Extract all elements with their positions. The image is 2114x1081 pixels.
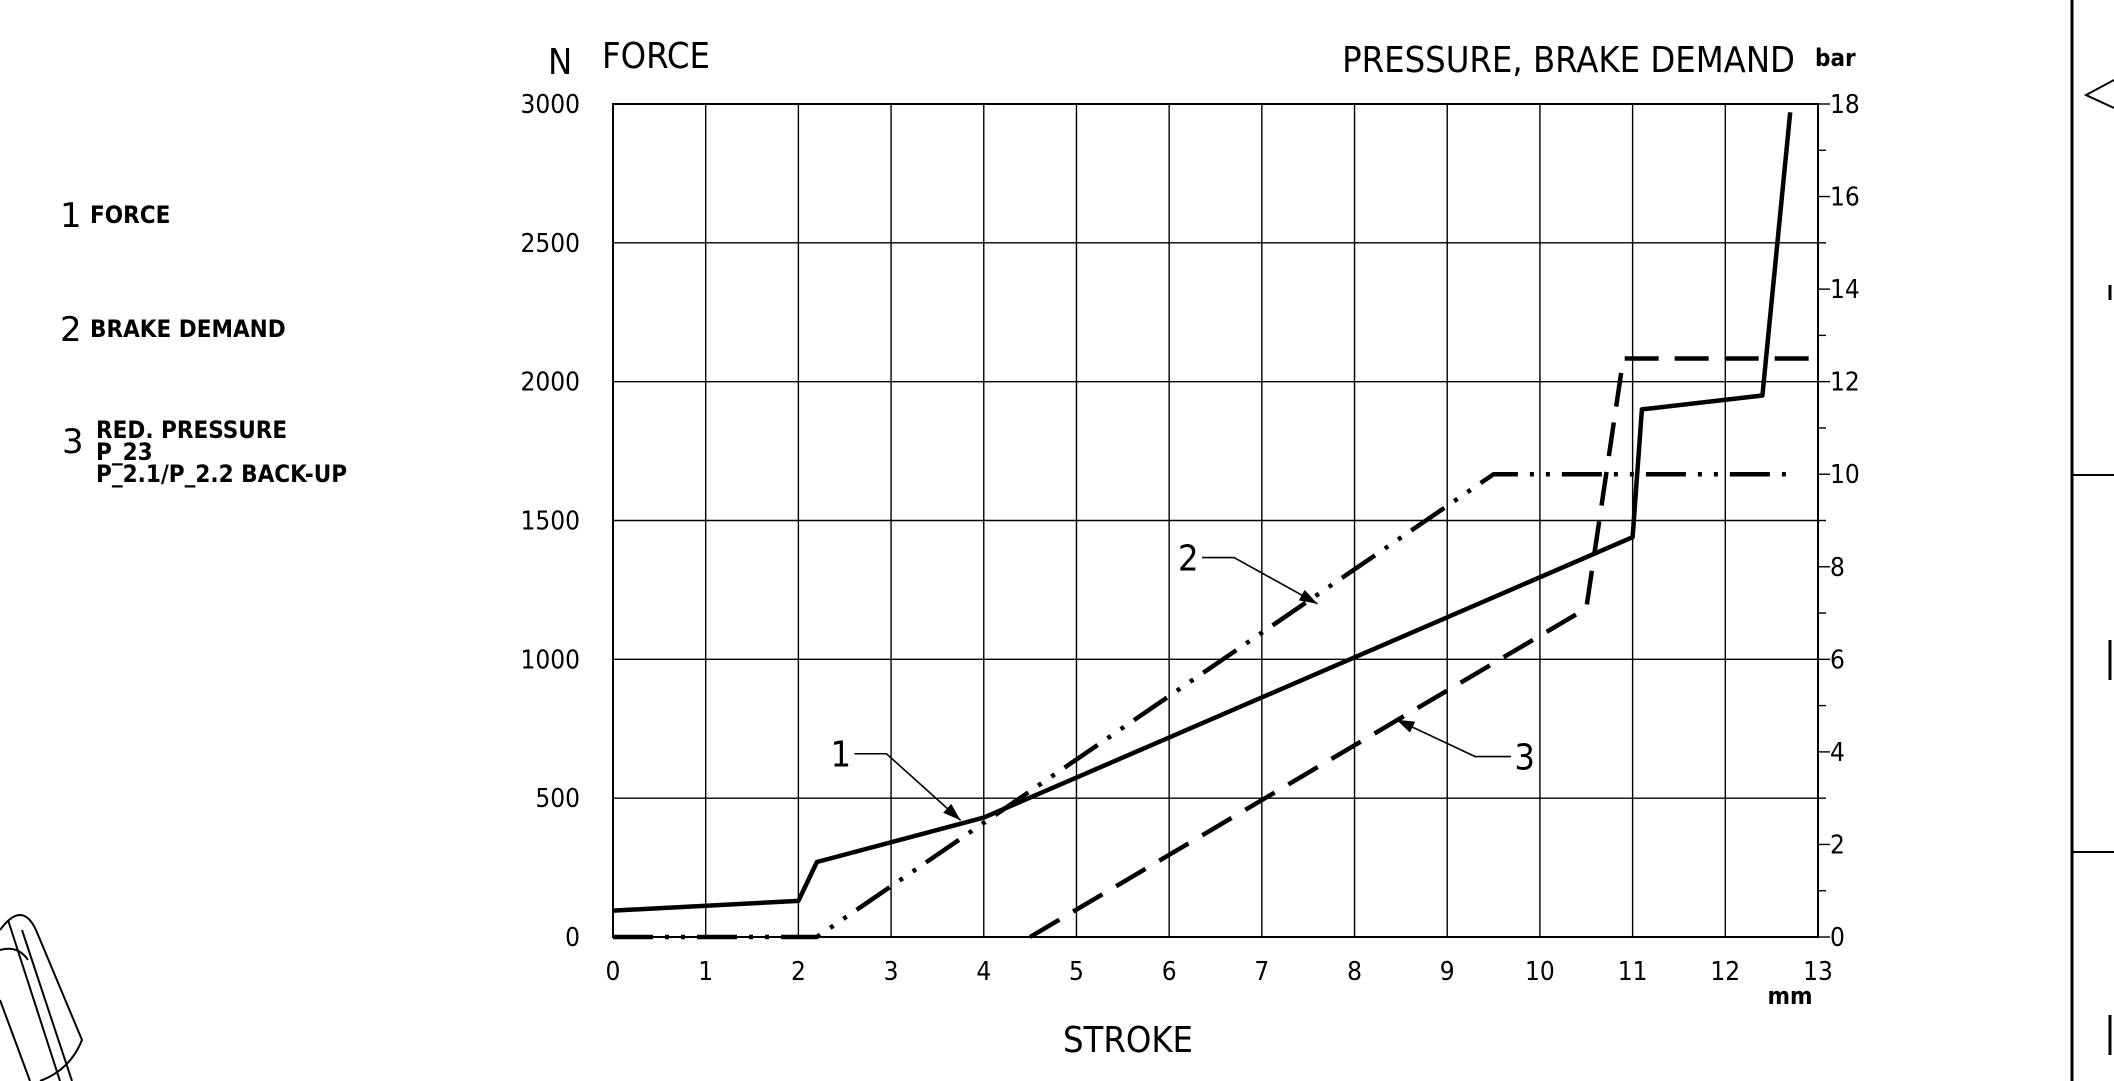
x-tick-label: 0 <box>606 957 621 987</box>
x-tick-label: 10 <box>1525 957 1555 987</box>
legend-label-red-pressure: RED. PRESSURE <box>96 416 288 444</box>
y-left-tick-label: 1500 <box>520 507 580 537</box>
y-unit-right: bar <box>1815 44 1856 72</box>
x-tick-label: 3 <box>884 957 899 987</box>
callout-leader-3 <box>1395 718 1512 758</box>
y-right-tick-label: 10 <box>1830 460 1860 490</box>
callout-label-2: 2 <box>1178 539 1199 580</box>
legend-label-force: FORCE <box>90 201 171 229</box>
x-tick-label: 5 <box>1069 957 1084 987</box>
x-tick-label: 12 <box>1710 957 1740 987</box>
callout-arrow-1 <box>943 803 961 821</box>
x-axis-label: STROKE <box>1063 1020 1193 1061</box>
chart-legend: 1 FORCE 2 BRAKE DEMAND 3 RED. PRESSURE P… <box>0 0 460 700</box>
series-layer <box>612 112 1818 940</box>
y-left-tick-label: 0 <box>565 923 580 953</box>
chart-title-left: FORCE <box>602 36 710 77</box>
callout-label-3: 3 <box>1514 738 1535 779</box>
callout-leader-2 <box>1202 556 1318 605</box>
y-right-tick-label: 2 <box>1830 830 1845 860</box>
y-right-tick-label: 18 <box>1830 90 1860 120</box>
callout-layer: 1 2 3 <box>830 539 1535 821</box>
y-right-tick-label: 0 <box>1830 923 1845 953</box>
y-unit-left: N <box>548 42 572 83</box>
drawing-frame <box>2070 0 2114 1081</box>
y-right-tick-label: 12 <box>1830 368 1860 398</box>
y-left-tick-label: 2500 <box>520 229 580 259</box>
y-right-tick-label: 6 <box>1830 645 1845 675</box>
legend-number-1: 1 <box>60 196 82 236</box>
x-tick-label: 13 <box>1803 957 1833 987</box>
legend-number-2: 2 <box>60 310 82 350</box>
legend-label-p23: P_23 <box>96 438 153 466</box>
legend-label-backup: P_2.1/P_2.2 BACK-UP <box>96 460 348 488</box>
x-unit: mm <box>1768 982 1813 1010</box>
part-sketch <box>0 914 84 1081</box>
series-line-3 <box>1028 356 1818 939</box>
x-tick-label: 9 <box>1440 957 1455 987</box>
y-left-tick-label: 1000 <box>520 645 580 675</box>
y-right-tick-label: 16 <box>1830 183 1860 213</box>
y-left-tick-label: 500 <box>535 784 580 814</box>
y-right-tick-label: 14 <box>1830 275 1860 305</box>
y-left-tick-label: 2000 <box>520 368 580 398</box>
callout-leader-1 <box>854 752 962 821</box>
callout-arrow-2 <box>1298 589 1318 604</box>
series-line-2 <box>613 471 1791 940</box>
x-tick-label: 2 <box>791 957 806 987</box>
callout-arrow-3 <box>1396 719 1416 733</box>
x-tick-label: 8 <box>1347 957 1362 987</box>
tick-layer: 0 1 2 3 4 5 6 7 8 9 10 11 12 130500100015002000250030… <box>520 90 1859 987</box>
chart-title-right: PRESSURE, BRAKE DEMAND <box>1342 40 1795 81</box>
x-tick-label: 6 <box>1162 957 1177 987</box>
legend-label-brake-demand: BRAKE DEMAND <box>90 315 286 343</box>
grid-layer <box>612 103 1819 938</box>
y-right-tick-label: 4 <box>1830 738 1845 768</box>
y-left-tick-label: 3000 <box>520 90 580 120</box>
x-tick-label: 11 <box>1618 957 1648 987</box>
x-tick-label: 4 <box>976 957 991 987</box>
x-tick-label: 7 <box>1254 957 1269 987</box>
x-tick-label: 1 <box>698 957 713 987</box>
y-right-tick-label: 8 <box>1830 553 1845 583</box>
legend-number-3: 3 <box>62 422 84 462</box>
series-line-1 <box>612 112 1793 913</box>
callout-label-1: 1 <box>830 735 851 776</box>
